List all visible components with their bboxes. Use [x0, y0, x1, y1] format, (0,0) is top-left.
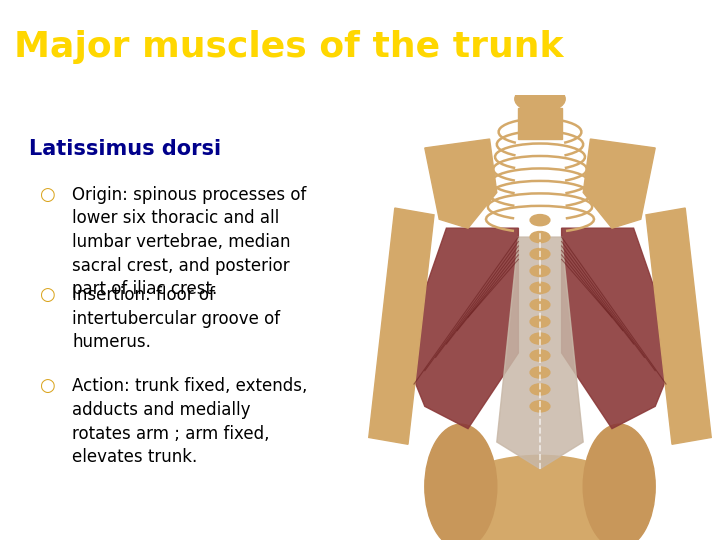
- Ellipse shape: [530, 367, 550, 378]
- Text: ○: ○: [39, 377, 55, 395]
- Text: Action: trunk fixed, extends,
adducts and medially
rotates arm ; arm fixed,
elev: Action: trunk fixed, extends, adducts an…: [72, 377, 307, 466]
- Ellipse shape: [425, 424, 497, 540]
- Ellipse shape: [530, 282, 550, 293]
- Text: ○: ○: [39, 286, 55, 304]
- Polygon shape: [425, 139, 497, 228]
- Ellipse shape: [441, 455, 639, 540]
- Ellipse shape: [530, 401, 550, 412]
- Polygon shape: [403, 228, 518, 429]
- Ellipse shape: [583, 424, 655, 540]
- Ellipse shape: [530, 299, 550, 310]
- Ellipse shape: [515, 85, 565, 112]
- Ellipse shape: [530, 384, 550, 395]
- Text: Major muscles of the trunk: Major muscles of the trunk: [14, 30, 564, 64]
- Bar: [518, 108, 562, 139]
- Text: Origin: spinous processes of
lower six thoracic and all
lumbar vertebrae, median: Origin: spinous processes of lower six t…: [72, 186, 307, 298]
- Ellipse shape: [530, 333, 550, 344]
- Text: Latissimus dorsi: Latissimus dorsi: [29, 139, 221, 159]
- Polygon shape: [562, 228, 677, 429]
- Text: ○: ○: [39, 186, 55, 204]
- Ellipse shape: [530, 316, 550, 327]
- Text: Insertion: floor of
intertubercular groove of
humerus.: Insertion: floor of intertubercular groo…: [72, 286, 280, 351]
- Bar: [369, 208, 434, 444]
- Ellipse shape: [530, 350, 550, 361]
- Polygon shape: [583, 139, 655, 228]
- Polygon shape: [497, 237, 583, 469]
- Ellipse shape: [530, 265, 550, 276]
- Ellipse shape: [530, 248, 550, 260]
- Bar: [646, 208, 711, 444]
- Ellipse shape: [530, 232, 550, 242]
- Ellipse shape: [530, 214, 550, 226]
